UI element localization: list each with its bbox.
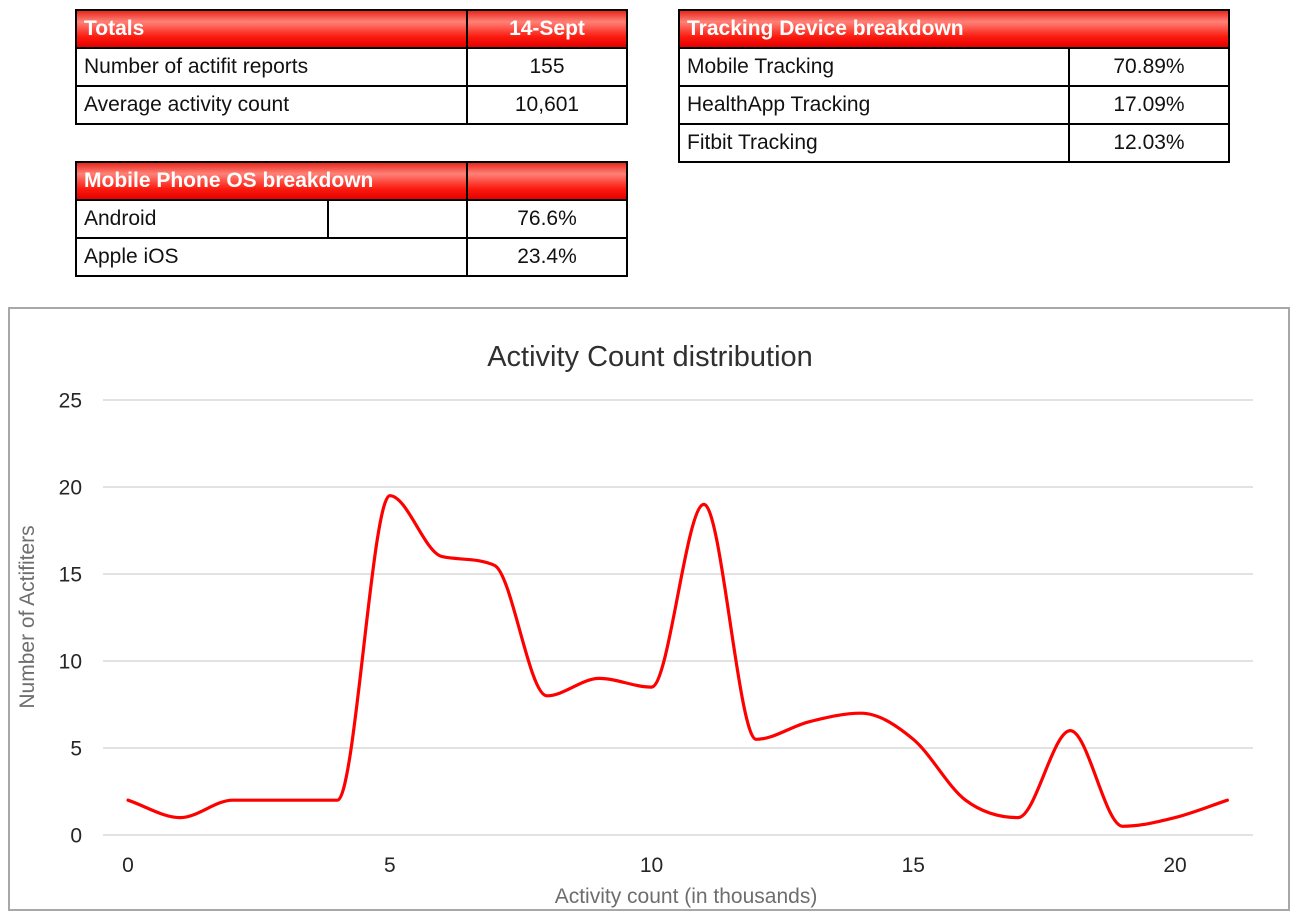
os-header-row: Mobile Phone OS breakdown [77, 163, 626, 199]
x-tick-label: 5 [384, 854, 396, 877]
fitbit-tracking-value: 12.03% [1113, 131, 1185, 154]
apple-ios-value: 23.4% [517, 245, 577, 268]
y-tick-label: 0 [70, 825, 82, 848]
healthapp-tracking-label: HealthApp Tracking [680, 87, 1070, 123]
cell-inner-gridline [327, 201, 329, 237]
table-row: Number of actifit reports 155 [77, 47, 626, 85]
table-row: Average activity count 10,601 [77, 85, 626, 123]
totals-reports-value: 155 [529, 55, 565, 78]
table-row: Fitbit Tracking 12.03% [680, 123, 1228, 161]
x-axis-ticks: 0 5 10 15 20 [122, 854, 1187, 877]
chart-title: Activity Count distribution [487, 341, 813, 373]
y-tick-label: 25 [59, 390, 82, 413]
totals-header-row: Totals 14-Sept [77, 11, 626, 47]
x-tick-label: 0 [122, 854, 134, 877]
healthapp-tracking-value: 17.09% [1113, 93, 1185, 116]
activity-count-chart: 0 5 10 15 20 25 0 5 10 15 20 Activity Count distrib… [8, 307, 1290, 911]
table-row: HealthApp Tracking 17.09% [680, 85, 1228, 123]
series-line [126, 494, 1229, 828]
totals-average-label: Average activity count [77, 87, 468, 123]
chart-canvas: 0 5 10 15 20 25 0 5 10 15 20 Activity Count distrib… [16, 341, 1253, 908]
fitbit-tracking-label: Fitbit Tracking [680, 125, 1070, 161]
gridlines [103, 399, 1253, 836]
mobile-tracking-label: Mobile Tracking [680, 49, 1070, 85]
totals-table: Totals 14-Sept Number of actifit reports… [75, 9, 628, 125]
tracking-device-table: Tracking Device breakdown Mobile Trackin… [678, 9, 1230, 163]
totals-header-value: 14-Sept [509, 17, 585, 40]
os-header-value [468, 163, 626, 199]
table-row: Mobile Tracking 70.89% [680, 47, 1228, 85]
os-header-label: Mobile Phone OS breakdown [77, 163, 468, 199]
x-tick-label: 15 [902, 854, 925, 877]
totals-header-label: Totals [77, 11, 468, 47]
x-axis-title: Activity count (in thousands) [555, 885, 818, 908]
apple-ios-label: Apple iOS [77, 239, 468, 275]
y-tick-label: 10 [59, 651, 82, 674]
x-tick-label: 10 [640, 854, 663, 877]
table-row: Android 76.6% [77, 199, 626, 237]
x-tick-label: 20 [1163, 854, 1186, 877]
table-row: Apple iOS 23.4% [77, 237, 626, 275]
totals-average-value: 10,601 [514, 93, 580, 116]
android-label: Android [77, 201, 468, 237]
y-axis-title: Number of Actifiters [16, 525, 39, 708]
y-tick-label: 5 [70, 738, 82, 761]
y-axis-ticks: 0 5 10 15 20 25 [59, 390, 82, 848]
android-value: 76.6% [517, 207, 577, 230]
tracking-header-row: Tracking Device breakdown [680, 11, 1228, 47]
y-tick-label: 15 [59, 564, 82, 587]
y-tick-label: 20 [59, 477, 82, 500]
tracking-header-label: Tracking Device breakdown [687, 17, 964, 40]
mobile-os-table: Mobile Phone OS breakdown Android 76.6% … [75, 161, 628, 277]
totals-reports-label: Number of actifit reports [77, 49, 468, 85]
mobile-tracking-value: 70.89% [1113, 55, 1185, 78]
